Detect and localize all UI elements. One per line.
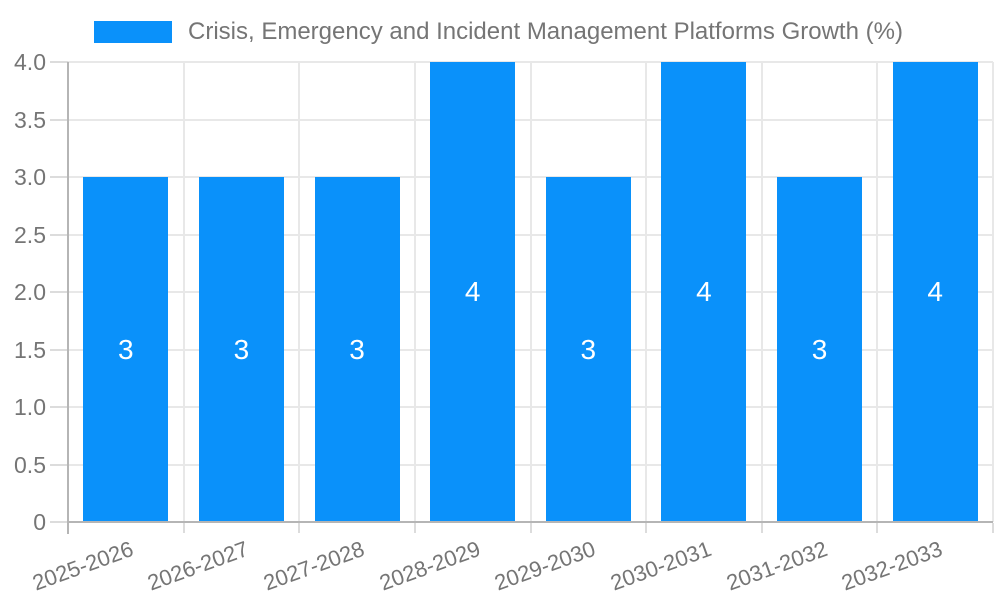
y-tick-label: 1.5: [14, 336, 46, 363]
bar[interactable]: [198, 177, 284, 522]
x-axis-tick: [529, 523, 532, 533]
bar[interactable]: [777, 177, 863, 522]
y-axis-tick: [50, 233, 68, 236]
x-axis-tick: [876, 523, 879, 533]
bar[interactable]: [892, 62, 978, 522]
gridline-vertical: [760, 62, 763, 522]
bar[interactable]: [661, 62, 747, 522]
x-axis-tick: [992, 523, 994, 533]
y-tick-label: 2.0: [14, 279, 46, 305]
gridline-vertical: [992, 62, 994, 522]
y-tick-label: 1.0: [14, 394, 46, 420]
y-axis-tick: [50, 176, 68, 178]
y-axis-tick: [50, 406, 68, 408]
bar-value-label: 4: [696, 276, 712, 307]
legend-label: Crisis, Emergency and Incident Managemen…: [188, 18, 903, 45]
y-tick-label: 3.5: [14, 106, 46, 133]
gridline-vertical: [876, 62, 879, 522]
y-axis-tick: [50, 291, 68, 293]
y-axis-line: [67, 62, 69, 534]
x-axis-line: [68, 521, 993, 523]
y-axis-tick: [50, 348, 68, 351]
y-tick-label: 3.0: [14, 164, 46, 190]
bar-value-label: 3: [349, 333, 365, 365]
x-axis-tick: [298, 523, 301, 533]
y-axis-tick: [50, 118, 68, 121]
bar[interactable]: [545, 177, 631, 522]
gridline-vertical: [413, 62, 416, 522]
bar-value-label: 3: [233, 333, 250, 365]
gridline-vertical: [529, 62, 532, 522]
x-axis-tick: [760, 523, 763, 533]
x-axis-tick: [182, 523, 185, 533]
legend-swatch: [94, 21, 172, 43]
y-axis-tick: [50, 521, 68, 523]
gridline-vertical: [645, 62, 648, 522]
y-tick-label: 0.5: [14, 451, 46, 478]
gridline-vertical: [182, 62, 185, 522]
y-tick-label: 0: [33, 509, 46, 535]
y-tick-label: 4.0: [14, 49, 46, 75]
bar-value-label: 3: [811, 333, 828, 365]
x-axis-tick: [645, 523, 648, 533]
bar[interactable]: [83, 177, 169, 522]
bar-value-label: 3: [580, 333, 597, 365]
y-axis-tick: [50, 61, 68, 63]
gridline-vertical: [298, 62, 301, 522]
x-axis-tick: [413, 523, 416, 533]
bar-value-label: 4: [464, 276, 481, 307]
bar-value-label: 3: [118, 333, 134, 365]
bar[interactable]: [430, 62, 516, 522]
bar[interactable]: [314, 177, 400, 522]
y-tick-label: 2.5: [14, 221, 46, 248]
y-axis-tick: [50, 463, 68, 466]
legend: Crisis, Emergency and Incident Managemen…: [94, 18, 903, 46]
bar-value-label: 4: [927, 276, 943, 307]
